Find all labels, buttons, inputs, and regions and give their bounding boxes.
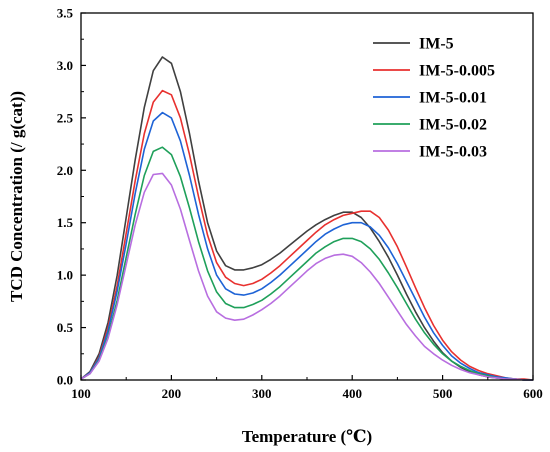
y-tick-label: 1.5 bbox=[57, 215, 74, 230]
x-tick-label: 100 bbox=[71, 386, 91, 401]
series-line-2 bbox=[80, 89, 534, 381]
legend-label: IM-5-0.005 bbox=[419, 63, 495, 80]
x-axis-title: Temperature (℃) bbox=[242, 427, 372, 446]
y-tick-label: 0.5 bbox=[57, 320, 74, 335]
legend-label: IM-5-0.03 bbox=[419, 144, 487, 161]
series-line-3 bbox=[80, 111, 533, 381]
y-tick-label: 2.5 bbox=[57, 110, 74, 125]
series-line-5 bbox=[80, 172, 533, 381]
legend-label: IM-5 bbox=[419, 36, 454, 53]
y-tick-label: 3.5 bbox=[57, 6, 74, 21]
x-tick-label: 300 bbox=[252, 386, 272, 401]
series-line-4 bbox=[80, 146, 533, 381]
legend-label: IM-5-0.01 bbox=[419, 90, 487, 107]
series-layer bbox=[80, 56, 534, 381]
y-tick-label: 0.0 bbox=[57, 373, 73, 388]
x-tick-label: 500 bbox=[433, 386, 453, 401]
y-tick-label: 2.0 bbox=[57, 163, 73, 178]
ticks-layer: 100 200 300 400 500 600 0.0 0.5 1.0 1.5 2.0 2.5 3.0 3… bbox=[57, 6, 543, 402]
x-tick-label: 400 bbox=[342, 386, 362, 401]
x-tick-label: 600 bbox=[523, 386, 543, 401]
legend-label: IM-5-0.02 bbox=[419, 117, 487, 134]
y-axis-title: TCD Concentration (/ g(cat)) bbox=[7, 91, 26, 302]
y-tick-label: 1.0 bbox=[57, 268, 73, 283]
legend: IM-5 IM-5-0.005 IM-5-0.01 IM-5-0.02 IM-5-0.0… bbox=[373, 36, 495, 161]
x-tick-label: 200 bbox=[162, 386, 182, 401]
y-tick-label: 3.0 bbox=[57, 58, 73, 73]
